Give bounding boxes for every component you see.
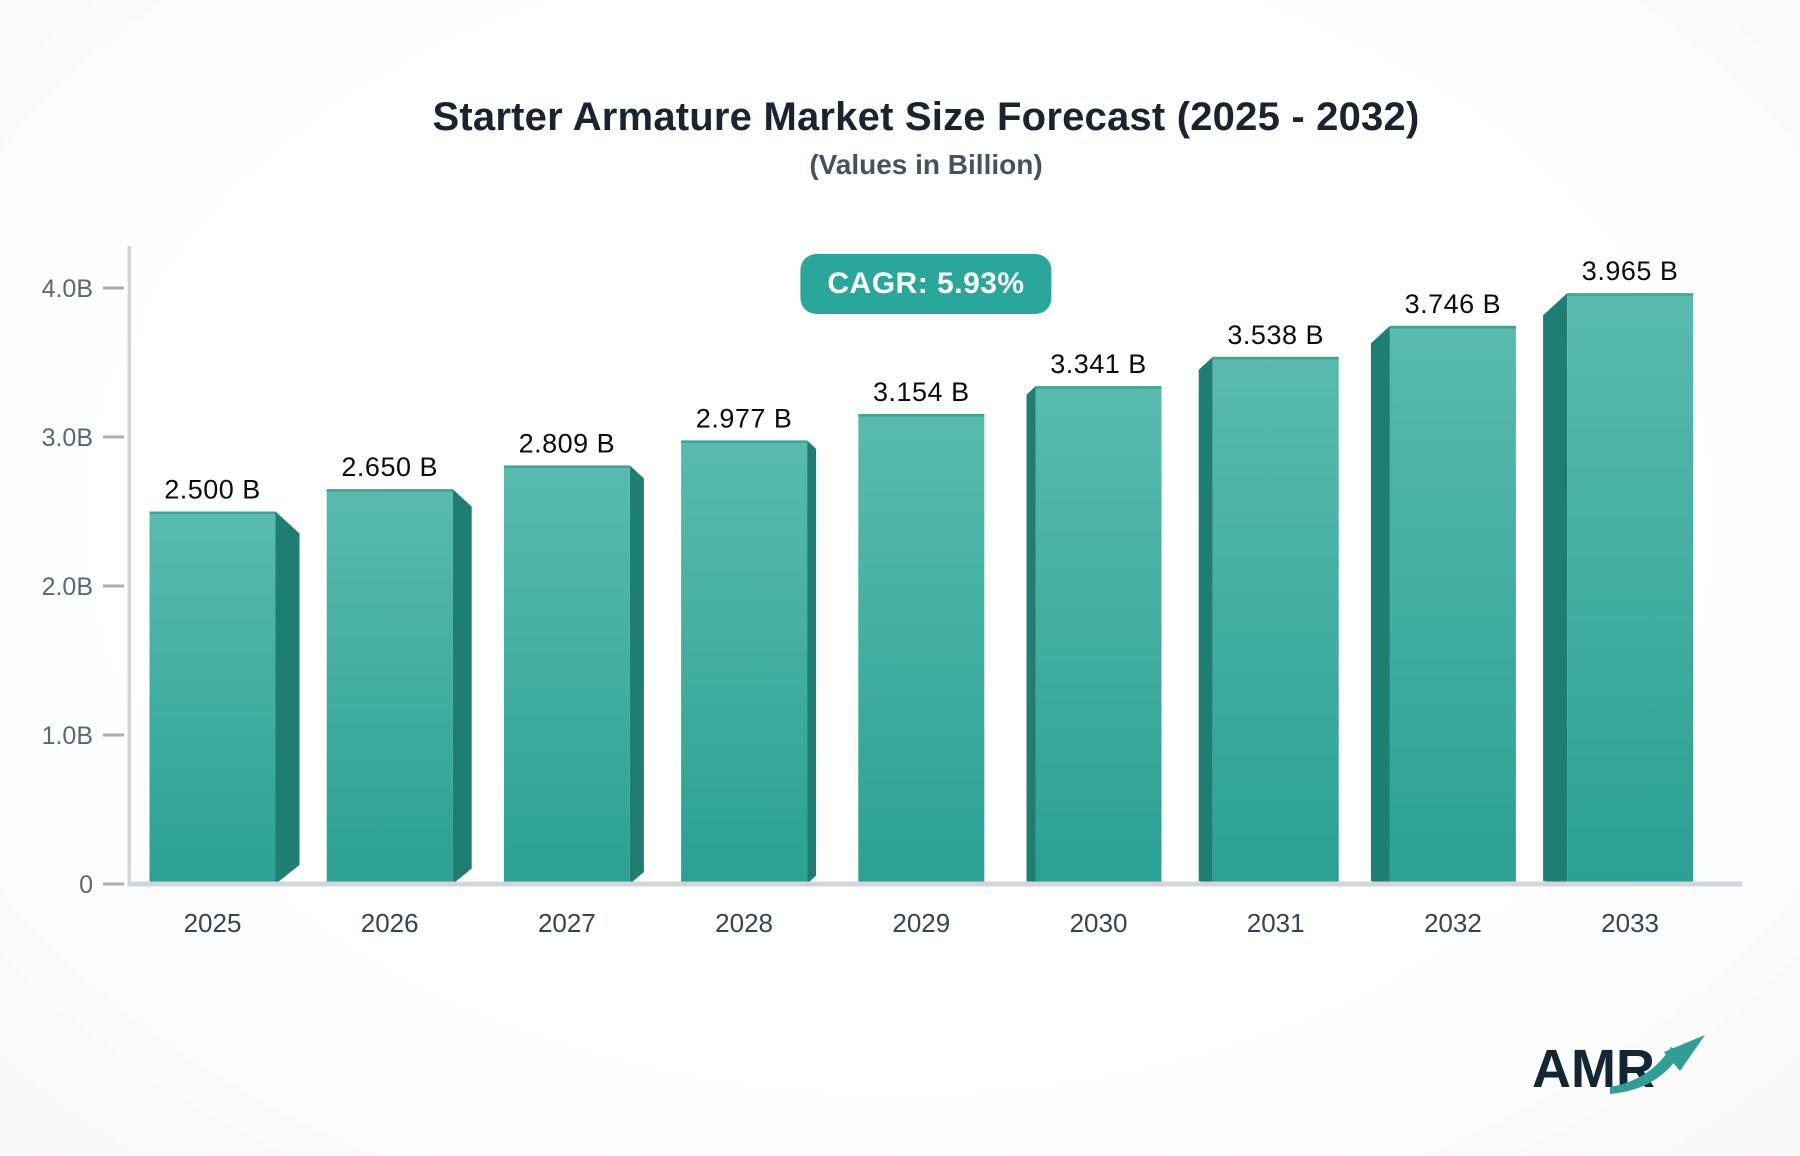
bar-side-facet: [1026, 386, 1036, 884]
bar: [326, 489, 453, 884]
x-category-label: 2030: [1070, 908, 1128, 938]
bar-value-label: 3.965 B: [1582, 256, 1679, 286]
bar: [1389, 325, 1516, 884]
bar-group-2030: 3.341 B 2030: [1026, 349, 1162, 938]
bar-side-facet: [629, 465, 644, 884]
x-category-label: 2031: [1247, 908, 1305, 938]
y-tick-dash: [103, 882, 124, 886]
bar-top-edge: [326, 489, 453, 492]
y-tick-label: 0: [79, 871, 93, 899]
cagr-badge: CAGR: 5.93%: [800, 254, 1052, 314]
growth-arrow-icon: [1610, 1035, 1705, 1094]
bar-value-label: 3.154 B: [873, 377, 970, 407]
y-tick-dash: [103, 286, 124, 290]
chart-title: Starter Armature Market Size Forecast (2…: [432, 95, 1420, 139]
bar-group-2031: 3.538 B 2031: [1198, 320, 1339, 938]
x-category-label: 2028: [715, 908, 773, 938]
bar: [1567, 293, 1694, 885]
bar-value-label: 2.650 B: [341, 452, 438, 482]
bar: [858, 414, 985, 884]
y-axis-line: [127, 246, 131, 884]
bar-group-2027: 2.809 B 2027: [503, 428, 644, 938]
bar-value-label: 2.500 B: [164, 475, 261, 505]
x-category-label: 2033: [1601, 908, 1659, 938]
x-category-label: 2032: [1424, 908, 1482, 938]
bar: [149, 511, 276, 884]
y-tick-dash: [103, 733, 124, 737]
bar-group-2029: 3.154 B 2029: [858, 377, 985, 938]
y-tick-label: 1.0B: [42, 722, 93, 750]
bar-group-2028: 2.977 B 2028: [681, 403, 817, 938]
bar-top-edge: [503, 465, 630, 468]
bar-side-facet: [1198, 356, 1213, 884]
bar-group-2033: 3.965 B 2033: [1543, 256, 1694, 938]
bar: [1035, 386, 1162, 884]
bar-side-facet: [807, 440, 817, 884]
x-category-label: 2027: [538, 908, 596, 938]
bar-top-edge: [681, 440, 808, 443]
bar-value-label: 3.538 B: [1227, 320, 1324, 350]
y-tick-label: 4.0B: [42, 275, 93, 303]
x-category-label: 2026: [361, 908, 419, 938]
bar-top-edge: [858, 414, 985, 417]
chart-subtitle: (Values in Billion): [809, 149, 1043, 180]
bar-top-edge: [1212, 356, 1339, 360]
bar-top-edge: [1389, 325, 1516, 329]
y-tick-label: 3.0B: [42, 424, 93, 452]
bar-side-facet: [1543, 293, 1568, 885]
bar: [503, 465, 630, 884]
bar-top-edge: [1035, 386, 1162, 389]
y-tick-label: 2.0B: [42, 573, 93, 601]
y-tick-dash: [103, 584, 124, 588]
bar-group-2025: 2.500 B 2025: [149, 475, 300, 938]
bar-value-label: 3.746 B: [1405, 289, 1502, 319]
bar-top-edge: [149, 511, 276, 514]
amr-logo: AMR: [1532, 1035, 1722, 1120]
bar-side-facet: [1370, 325, 1390, 884]
bar-top-edge: [1567, 293, 1694, 296]
bar-side-facet: [275, 511, 300, 884]
bar-side-facet: [452, 489, 472, 884]
x-axis-line: [127, 881, 1743, 887]
x-category-label: 2025: [184, 908, 242, 938]
bar-group-2026: 2.650 B 2026: [326, 452, 472, 938]
bar: [681, 440, 808, 884]
bar-value-label: 2.977 B: [696, 403, 793, 433]
y-tick-dash: [103, 435, 124, 439]
bar-value-label: 3.341 B: [1050, 349, 1147, 379]
bar-value-label: 2.809 B: [519, 428, 616, 458]
bar-group-2032: 3.746 B 2032: [1370, 289, 1516, 938]
x-category-label: 2029: [892, 908, 950, 938]
bar: [1212, 356, 1339, 884]
